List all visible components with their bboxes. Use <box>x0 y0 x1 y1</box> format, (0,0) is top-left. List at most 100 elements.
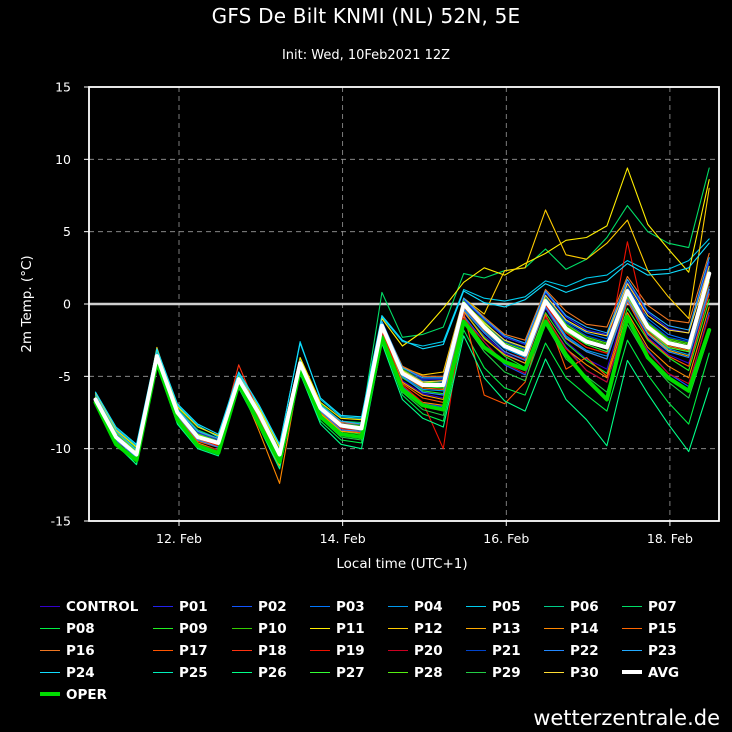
series-line-p24 <box>94 242 710 445</box>
legend-swatch <box>310 627 330 629</box>
legend-item: P19 <box>310 642 365 660</box>
legend-swatch <box>388 649 408 651</box>
series-line-p11 <box>94 167 710 448</box>
temperature-chart: -15 -10 -5 0 5 10 15 12. Feb 14. Feb 16. Feb 18. F… <box>19 80 720 572</box>
legend-swatch <box>388 627 408 629</box>
legend-label: P07 <box>648 599 677 615</box>
legend-swatch <box>622 670 642 674</box>
legend-label: P11 <box>336 621 365 637</box>
legend-item: P03 <box>310 598 365 616</box>
series-line-p23 <box>94 257 710 453</box>
legend-swatch <box>388 671 408 673</box>
series-line-p26 <box>94 335 710 470</box>
legend-label: P19 <box>336 643 365 659</box>
legend-item: P14 <box>544 620 599 638</box>
series-line-avg <box>93 271 712 457</box>
legend-label: P28 <box>414 665 443 681</box>
legend-label: P02 <box>258 599 287 615</box>
legend-item: P27 <box>310 664 365 682</box>
y-tick-label: -15 <box>51 514 71 529</box>
legend-swatch <box>466 605 486 607</box>
x-tick-label: 12. Feb <box>156 531 202 546</box>
legend-item: AVG <box>622 664 679 682</box>
legend-label: P24 <box>66 665 95 681</box>
legend-label: P06 <box>570 599 599 615</box>
legend-item: P25 <box>153 664 208 682</box>
legend-item: P10 <box>232 620 287 638</box>
legend-label: AVG <box>648 665 680 681</box>
legend-label: P09 <box>179 621 208 637</box>
y-tick-label: 0 <box>63 297 71 312</box>
site-credit: wetterzentrale.de <box>533 706 720 730</box>
legend-label: P23 <box>648 643 677 659</box>
series-line-oper <box>93 315 712 464</box>
legend-swatch <box>232 649 252 651</box>
legend-item: P20 <box>388 642 443 660</box>
legend-item: P16 <box>40 642 95 660</box>
legend-item: P26 <box>232 664 287 682</box>
legend-item: P08 <box>40 620 95 638</box>
legend-item: P22 <box>544 642 599 660</box>
x-tick-label: 18. Feb <box>647 531 693 546</box>
legend-swatch <box>388 605 408 607</box>
chart-title: GFS De Bilt KNMI (NL) 52N, 5E <box>211 4 521 28</box>
legend-item: P07 <box>622 598 677 616</box>
legend-label: P12 <box>414 621 443 637</box>
legend-swatch <box>310 671 330 673</box>
legend-swatch <box>544 671 564 673</box>
legend-label: P01 <box>179 599 208 615</box>
legend-swatch <box>466 649 486 651</box>
y-tick-label: 10 <box>55 152 71 167</box>
legend-label: P29 <box>492 665 521 681</box>
legend-label: P26 <box>258 665 287 681</box>
legend-item: P24 <box>40 664 95 682</box>
legend-label: P14 <box>570 621 599 637</box>
legend-label: P16 <box>66 643 95 659</box>
legend-item: P05 <box>466 598 521 616</box>
x-tick-label: 14. Feb <box>320 531 366 546</box>
legend-swatch <box>310 605 330 607</box>
legend-item: P18 <box>232 642 287 660</box>
legend-swatch <box>40 692 60 696</box>
legend-item: P06 <box>544 598 599 616</box>
legend-swatch <box>622 627 642 629</box>
legend-label: P15 <box>648 621 677 637</box>
legend-label: P20 <box>414 643 443 659</box>
legend-label: P25 <box>179 665 208 681</box>
legend-item: P17 <box>153 642 208 660</box>
legend-label: P18 <box>258 643 287 659</box>
legend-item: P02 <box>232 598 287 616</box>
legend-item: CONTROL <box>40 598 138 616</box>
legend-swatch <box>153 605 173 607</box>
legend-swatch <box>153 649 173 651</box>
legend-item: P29 <box>466 664 521 682</box>
legend-label: P05 <box>492 599 521 615</box>
legend-swatch <box>310 649 330 651</box>
legend-swatch <box>40 605 60 607</box>
series-line-p07 <box>94 167 710 451</box>
legend-item: P01 <box>153 598 208 616</box>
legend-label: P10 <box>258 621 287 637</box>
legend-swatch <box>40 627 60 629</box>
legend-swatch <box>153 627 173 629</box>
series-line-p22 <box>94 288 710 458</box>
legend-swatch <box>232 671 252 673</box>
series-line-p05 <box>94 238 710 447</box>
legend-item: P09 <box>153 620 208 638</box>
y-axis-label: 2m Temp. (°C) <box>19 255 35 352</box>
y-tick-label: 15 <box>55 80 71 95</box>
legend-item: P30 <box>544 664 599 682</box>
legend-swatch <box>622 605 642 607</box>
legend-swatch <box>153 671 173 673</box>
legend-label: P08 <box>66 621 95 637</box>
legend-label: P04 <box>414 599 443 615</box>
chart-subtitle: Init: Wed, 10Feb2021 12Z <box>281 48 451 63</box>
legend-label: P27 <box>336 665 365 681</box>
legend-swatch <box>544 605 564 607</box>
legend-label: P17 <box>179 643 208 659</box>
legend-item: P15 <box>622 620 677 638</box>
legend-item: P04 <box>388 598 443 616</box>
legend-swatch <box>466 671 486 673</box>
legend-swatch <box>466 627 486 629</box>
legend-swatch <box>544 627 564 629</box>
